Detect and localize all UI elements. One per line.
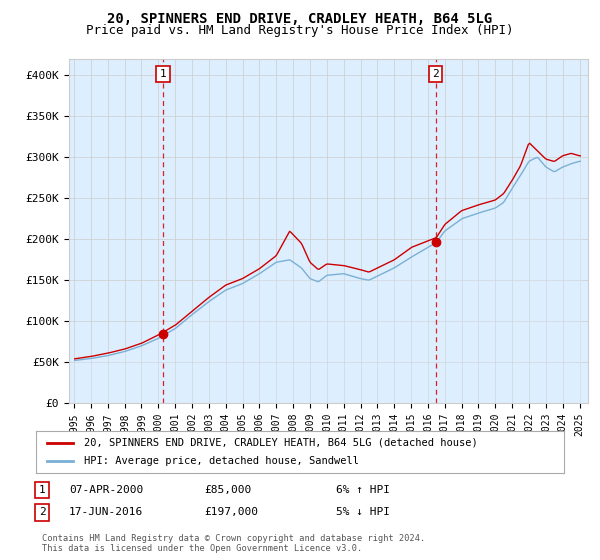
Text: 20, SPINNERS END DRIVE, CRADLEY HEATH, B64 5LG (detached house): 20, SPINNERS END DRIVE, CRADLEY HEATH, B… bbox=[83, 438, 477, 448]
Text: 2: 2 bbox=[38, 507, 46, 517]
Text: 2: 2 bbox=[432, 69, 439, 79]
Text: HPI: Average price, detached house, Sandwell: HPI: Average price, detached house, Sand… bbox=[83, 456, 359, 466]
Text: 1: 1 bbox=[38, 485, 46, 495]
Text: £85,000: £85,000 bbox=[204, 485, 251, 495]
Text: 5% ↓ HPI: 5% ↓ HPI bbox=[336, 507, 390, 517]
Text: 6% ↑ HPI: 6% ↑ HPI bbox=[336, 485, 390, 495]
Text: Contains HM Land Registry data © Crown copyright and database right 2024.
This d: Contains HM Land Registry data © Crown c… bbox=[42, 534, 425, 553]
Text: 1: 1 bbox=[160, 69, 166, 79]
Text: £197,000: £197,000 bbox=[204, 507, 258, 517]
Text: 07-APR-2000: 07-APR-2000 bbox=[69, 485, 143, 495]
Text: 20, SPINNERS END DRIVE, CRADLEY HEATH, B64 5LG: 20, SPINNERS END DRIVE, CRADLEY HEATH, B… bbox=[107, 12, 493, 26]
Text: Price paid vs. HM Land Registry's House Price Index (HPI): Price paid vs. HM Land Registry's House … bbox=[86, 24, 514, 37]
Text: 17-JUN-2016: 17-JUN-2016 bbox=[69, 507, 143, 517]
